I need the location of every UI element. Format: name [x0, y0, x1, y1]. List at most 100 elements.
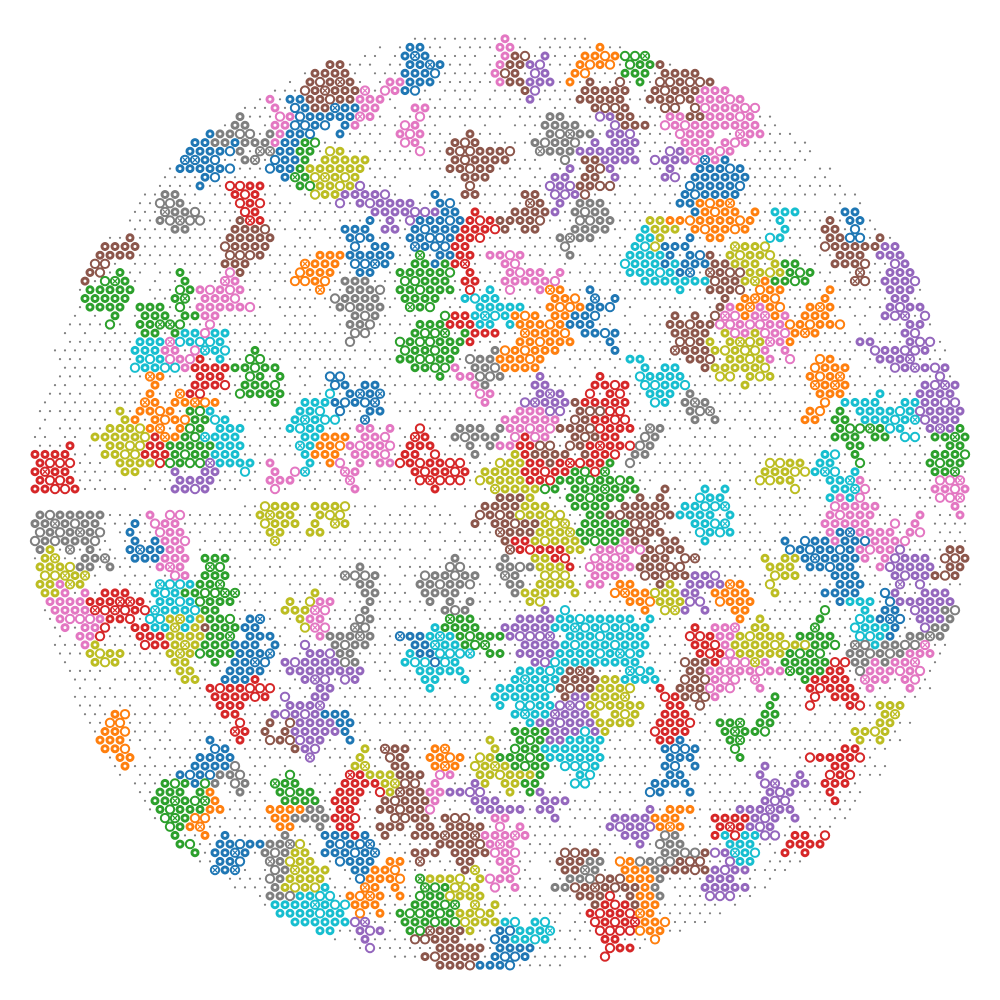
lattice-dot [458, 98, 462, 101]
lattice-dot [488, 132, 492, 135]
lattice-dot [183, 522, 187, 525]
lattice-dot [458, 444, 462, 447]
lattice-dot [433, 505, 437, 508]
lattice-dot [98, 721, 102, 724]
lattice-dot [853, 193, 857, 196]
cluster-node-center [813, 314, 817, 318]
cross-mark [572, 625, 578, 630]
lattice-dot [838, 288, 842, 291]
cluster-node-center [173, 418, 177, 422]
lattice-dot [508, 392, 512, 395]
lattice-dot [778, 583, 782, 586]
cluster-node-center [68, 478, 72, 482]
cluster-node [534, 215, 546, 226]
lattice-dot [403, 158, 407, 161]
lattice-dot [403, 314, 407, 317]
lattice-dot [208, 721, 212, 724]
lattice-dot [408, 184, 412, 187]
cluster-node-center [223, 851, 227, 855]
lattice-dot [813, 176, 817, 179]
cluster-gray [495, 553, 535, 598]
lattice-dot [388, 912, 392, 915]
lattice-dot [233, 886, 237, 889]
lattice-dot [473, 54, 477, 58]
lattice-dot [788, 167, 792, 170]
cluster-node-center [373, 245, 377, 248]
lattice-dot [793, 366, 797, 369]
cluster-cyan [460, 285, 525, 329]
lattice-dot [243, 332, 247, 335]
lattice-dot [748, 877, 752, 880]
lattice-dot [713, 384, 717, 387]
lattice-dot [198, 721, 202, 724]
lattice-dot [838, 219, 842, 222]
cluster-node [49, 483, 61, 495]
lattice-dot [258, 739, 262, 742]
lattice-dot [218, 202, 222, 205]
lattice-dot [158, 669, 162, 673]
lattice-dot [873, 557, 877, 560]
lattice-dot [133, 262, 137, 265]
lattice-dot [403, 245, 407, 248]
lattice-dot [768, 150, 772, 153]
cluster-node [329, 293, 341, 304]
lattice-dot [663, 297, 667, 300]
cluster-node-center [883, 435, 887, 439]
cluster-node [909, 345, 921, 356]
lattice-dot [753, 487, 757, 491]
lattice-dot [298, 652, 302, 655]
lattice-dot [153, 228, 157, 231]
cluster-node-center [483, 851, 487, 855]
lattice-dot [413, 747, 417, 750]
lattice-dot [418, 375, 422, 378]
lattice-dot [348, 756, 352, 759]
lattice-dot [383, 470, 387, 473]
cluster-node-center [538, 669, 542, 673]
lattice-dot [793, 730, 797, 733]
lattice-dot [628, 98, 632, 101]
lattice-dot [168, 306, 172, 309]
lattice-dot [158, 773, 162, 776]
lattice-dot [323, 782, 327, 785]
lattice-dot [608, 375, 612, 378]
lattice-dot [218, 531, 222, 534]
lattice-dot [323, 366, 327, 369]
lattice-dot [673, 141, 677, 144]
cluster-node [609, 899, 621, 910]
cluster-node-center [678, 219, 682, 222]
cluster-node [889, 362, 901, 373]
lattice-dot [633, 695, 637, 698]
lattice-dot [368, 687, 372, 690]
lattice-dot [663, 799, 667, 802]
lattice-dot [243, 106, 247, 109]
lattice-dot [803, 591, 807, 595]
lattice-dot [128, 565, 132, 569]
lattice-dot [533, 574, 537, 577]
lattice-dot [178, 704, 182, 707]
lattice-dot [598, 669, 602, 673]
lattice-dot [673, 401, 677, 404]
cluster-node [429, 951, 441, 962]
lattice-dot [333, 349, 337, 352]
lattice-dot [723, 574, 727, 577]
lattice-dot [773, 868, 777, 872]
lattice-dot [883, 765, 887, 768]
cluster-node [694, 700, 706, 711]
cluster-node-center [283, 608, 287, 612]
lattice-dot [773, 401, 777, 404]
lattice-dot [473, 89, 477, 92]
lattice-dot [678, 583, 682, 586]
lattice-dot [573, 366, 577, 369]
cluster-node-center [303, 868, 307, 872]
lattice-dot [123, 557, 127, 560]
cluster-node-center [463, 868, 467, 872]
lattice-dot [913, 695, 917, 698]
lattice-dot [528, 912, 532, 915]
lattice-dot [113, 695, 117, 698]
lattice-dot [583, 591, 587, 595]
lattice-dot [408, 410, 412, 413]
lattice-dot [778, 513, 782, 517]
cluster-node-center [638, 600, 642, 604]
lattice-dot [78, 704, 82, 707]
lattice-dot [883, 695, 887, 698]
